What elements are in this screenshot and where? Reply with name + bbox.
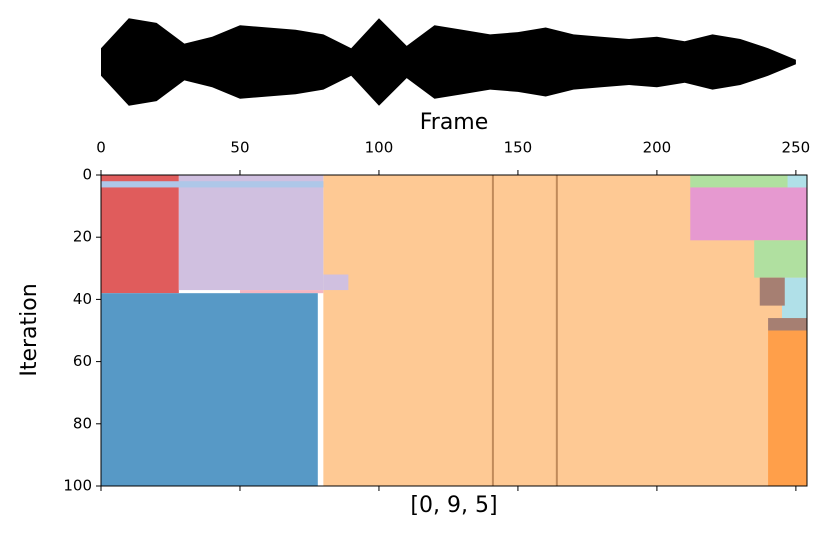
y-tick-label: 0: [82, 166, 92, 184]
waveform-upper: [101, 18, 796, 62]
segment: [768, 318, 807, 331]
segment: [101, 175, 179, 294]
bottom-label: [0, 9, 5]: [410, 493, 497, 518]
segment: [101, 181, 324, 188]
y-tick-label: 40: [73, 290, 92, 308]
segment: [178, 175, 324, 291]
y-axis-label: Iteration: [17, 283, 42, 376]
segment: [690, 187, 807, 241]
y-tick-label: 60: [73, 352, 92, 370]
segment: [759, 277, 785, 306]
x-axis-label: Frame: [420, 110, 489, 135]
segment: [768, 330, 807, 486]
x-tick-label: 250: [782, 139, 811, 157]
segment: [239, 290, 324, 294]
y-tick-label: 20: [73, 228, 92, 246]
waveform-lower: [101, 62, 796, 106]
segment: [754, 240, 807, 278]
x-tick-label: 200: [643, 139, 672, 157]
y-tick-label: 100: [63, 477, 92, 495]
plot-frame: [100, 174, 808, 487]
segment: [787, 175, 807, 188]
x-tick-label: 150: [504, 139, 533, 157]
segment: [690, 175, 807, 188]
x-tick-label: 0: [96, 139, 106, 157]
segment: [781, 277, 807, 322]
segment: [101, 293, 318, 486]
y-tick-label: 80: [73, 414, 92, 432]
x-tick-label: 100: [365, 139, 394, 157]
x-tick-label: 50: [230, 139, 249, 157]
segment: [323, 274, 349, 291]
